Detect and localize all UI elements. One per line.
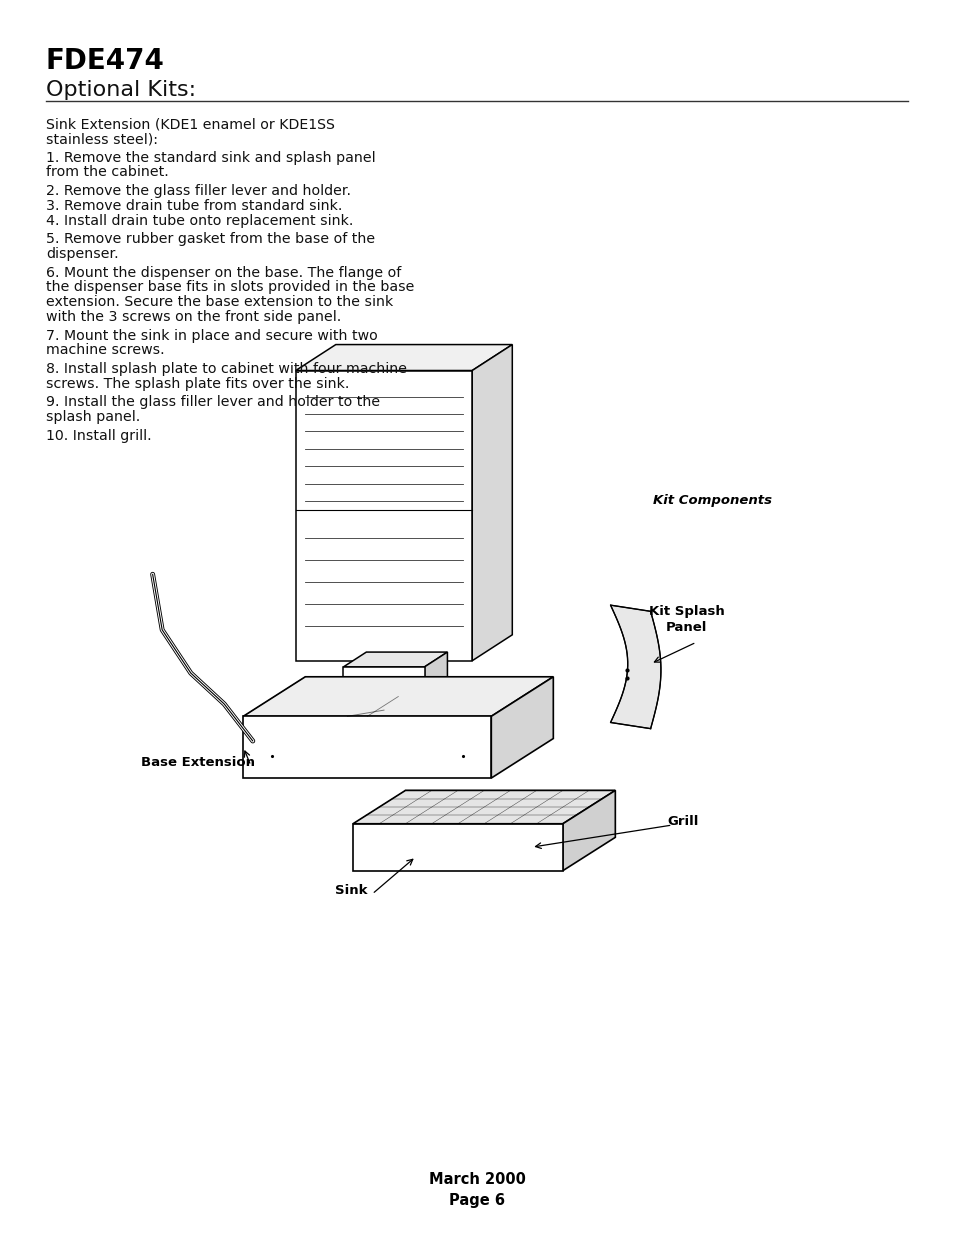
Polygon shape bbox=[424, 652, 447, 710]
Text: screws. The splash plate fits over the sink.: screws. The splash plate fits over the s… bbox=[46, 377, 349, 390]
Text: Sink Extension (KDE1 enamel or KDE1SS: Sink Extension (KDE1 enamel or KDE1SS bbox=[46, 117, 335, 131]
Text: the dispenser base fits in slots provided in the base: the dispenser base fits in slots provide… bbox=[46, 280, 414, 294]
Text: with the 3 screws on the front side panel.: with the 3 screws on the front side pane… bbox=[46, 310, 340, 324]
Polygon shape bbox=[295, 370, 472, 661]
Text: 10. Install grill.: 10. Install grill. bbox=[46, 429, 152, 442]
Text: 3. Remove drain tube from standard sink.: 3. Remove drain tube from standard sink. bbox=[46, 199, 342, 212]
Polygon shape bbox=[243, 716, 491, 778]
Polygon shape bbox=[343, 667, 424, 710]
Text: dispenser.: dispenser. bbox=[46, 247, 118, 261]
Text: 4. Install drain tube onto replacement sink.: 4. Install drain tube onto replacement s… bbox=[46, 214, 353, 227]
Polygon shape bbox=[610, 605, 660, 729]
Text: 1. Remove the standard sink and splash panel: 1. Remove the standard sink and splash p… bbox=[46, 151, 375, 164]
Text: extension. Secure the base extension to the sink: extension. Secure the base extension to … bbox=[46, 295, 393, 309]
Text: 2. Remove the glass filler lever and holder.: 2. Remove the glass filler lever and hol… bbox=[46, 184, 351, 198]
Text: splash panel.: splash panel. bbox=[46, 410, 140, 424]
Text: Kit Components: Kit Components bbox=[653, 494, 772, 508]
Text: 9. Install the glass filler lever and holder to the: 9. Install the glass filler lever and ho… bbox=[46, 395, 379, 409]
Text: machine screws.: machine screws. bbox=[46, 343, 164, 357]
Text: stainless steel):: stainless steel): bbox=[46, 132, 157, 146]
Polygon shape bbox=[343, 652, 447, 667]
Text: 8. Install splash plate to cabinet with four machine: 8. Install splash plate to cabinet with … bbox=[46, 362, 406, 375]
Text: 5. Remove rubber gasket from the base of the: 5. Remove rubber gasket from the base of… bbox=[46, 232, 375, 246]
Text: March 2000
Page 6: March 2000 Page 6 bbox=[428, 1172, 525, 1208]
Text: FDE474: FDE474 bbox=[46, 47, 165, 75]
Text: Kit Splash
Panel: Kit Splash Panel bbox=[648, 605, 724, 634]
Polygon shape bbox=[491, 677, 553, 778]
Polygon shape bbox=[472, 345, 512, 661]
Polygon shape bbox=[562, 790, 615, 871]
Text: 7. Mount the sink in place and secure with two: 7. Mount the sink in place and secure wi… bbox=[46, 329, 377, 342]
Polygon shape bbox=[295, 345, 512, 370]
Polygon shape bbox=[353, 824, 562, 871]
Text: Base Extension: Base Extension bbox=[141, 756, 254, 769]
Text: Sink: Sink bbox=[335, 884, 367, 898]
Polygon shape bbox=[243, 677, 553, 716]
Text: 6. Mount the dispenser on the base. The flange of: 6. Mount the dispenser on the base. The … bbox=[46, 266, 400, 279]
Text: Optional Kits:: Optional Kits: bbox=[46, 80, 195, 100]
Polygon shape bbox=[353, 790, 615, 824]
Text: Grill: Grill bbox=[667, 815, 699, 829]
Text: from the cabinet.: from the cabinet. bbox=[46, 165, 169, 179]
